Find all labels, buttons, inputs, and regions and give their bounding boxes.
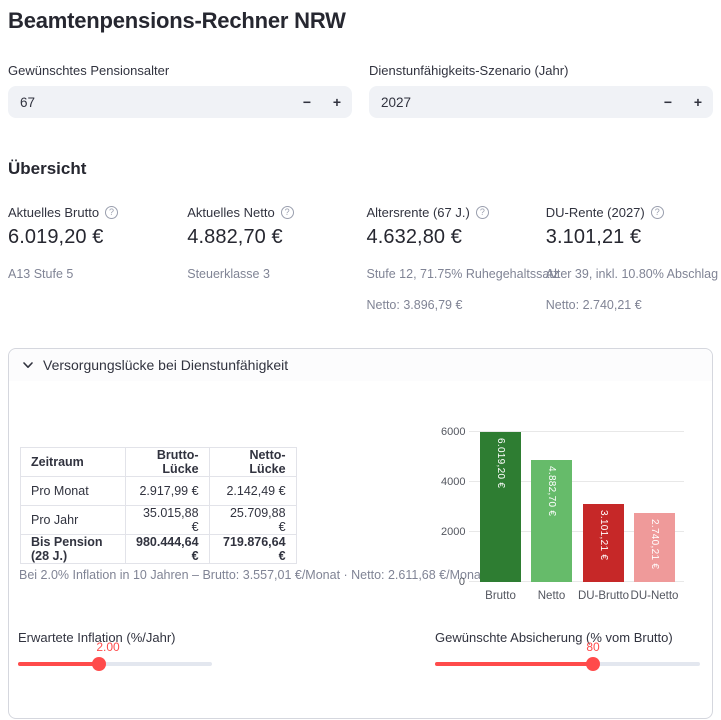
help-icon[interactable]: ?: [280, 206, 294, 219]
du-year-input[interactable]: [369, 86, 653, 118]
pension-age-field: Gewünschtes Pensionsalter − +: [8, 63, 352, 118]
gridline: [469, 431, 684, 432]
inflation-slider-label: Erwartete Inflation (%/Jahr): [18, 630, 176, 645]
coverage-slider-label: Gewünschte Absicherung (% vom Brutto): [435, 630, 673, 645]
metric-value: 3.101,21 €: [545, 226, 642, 248]
coverage-slider-thumb[interactable]: [586, 657, 600, 671]
metric-caption: Alter 39, inkl. 10.80% Abschlag: [545, 267, 719, 281]
coverage-slider: Gewünschte Absicherung (% vom Brutto) 80: [435, 630, 700, 671]
x-axis-tick: DU-Netto: [630, 590, 679, 602]
gridline: [469, 481, 684, 482]
metrics-row: Aktuelles Brutto ? 6.019,20 € A13 Stufe …: [8, 205, 719, 312]
overview-heading: Übersicht: [8, 159, 87, 178]
help-icon[interactable]: ?: [105, 206, 119, 219]
metric-label: Aktuelles Brutto: [8, 205, 100, 220]
inflation-slider-track[interactable]: [18, 657, 212, 671]
metric-aktuelles-netto: Aktuelles Netto ? 4.882,70 € Steuerklass…: [187, 205, 354, 312]
du-year-increment-button[interactable]: +: [693, 94, 703, 110]
plot-area: 6.019,20 € 4.882,70 € 3.101,21 € 2.740,21 €: [469, 431, 684, 582]
gap-table: Zeitraum Brutto-Lücke Netto-Lücke Pro Mo…: [20, 447, 297, 564]
gridline: [469, 531, 684, 532]
table-row: Pro Jahr 35.015,88 € 25.709,88 €: [20, 505, 297, 535]
y-axis-tick: 6000: [441, 426, 466, 438]
coverage-slider-value: 80: [586, 640, 600, 654]
gridline: [469, 581, 684, 582]
pension-age-input-group: − +: [8, 86, 352, 118]
y-axis-tick: 0: [458, 576, 465, 588]
metric-label: Aktuelles Netto: [187, 205, 275, 220]
expander-title: Versorgungslücke bei Dienstunfähigkeit: [43, 357, 289, 373]
y-axis-tick: 2000: [441, 526, 466, 538]
pension-age-increment-button[interactable]: +: [332, 94, 342, 110]
help-icon[interactable]: ?: [650, 206, 664, 219]
bar-value-label: 2.740,21 €: [649, 519, 660, 570]
pension-age-input[interactable]: [8, 86, 292, 118]
inflation-slider-value: 2.00: [96, 640, 120, 654]
x-axis-tick: Brutto: [485, 590, 516, 602]
table-row-total: Bis Pension (28 J.) 980.444,64 € 719.876…: [20, 534, 297, 564]
col-header-brutto: Brutto-Lücke: [125, 447, 210, 477]
metric-label: DU-Rente (2027): [545, 205, 645, 220]
chevron-down-icon: [23, 362, 33, 368]
versorgungsluecke-expander: Versorgungslücke bei Dienstunfähigkeit Z…: [8, 348, 713, 719]
du-year-field: Dienstunfähigkeits-Szenario (Jahr) − +: [369, 63, 713, 118]
inflation-slider: Erwartete Inflation (%/Jahr) 2.00: [18, 630, 212, 671]
expander-content: Zeitraum Brutto-Lücke Netto-Lücke Pro Mo…: [9, 381, 712, 718]
input-row: Gewünschtes Pensionsalter − + Dienstunfä…: [8, 63, 713, 118]
metric-caption: Stufe 12, 71.75% Ruhegehaltssatz: [366, 267, 560, 281]
metric-value: 4.882,70 €: [187, 226, 283, 248]
y-axis-tick: 4000: [441, 476, 466, 488]
table-row: Pro Monat 2.917,99 € 2.142,49 €: [20, 476, 297, 506]
bar-value-label: 4.882,70 €: [546, 466, 557, 517]
inflation-caption: Bei 2.0% Inflation in 10 Jahren – Brutto…: [19, 568, 485, 582]
coverage-slider-track[interactable]: [435, 657, 700, 671]
metric-caption: A13 Stufe 5: [8, 267, 74, 281]
metric-value: 6.019,20 €: [8, 226, 104, 248]
metric-aktuelles-brutto: Aktuelles Brutto ? 6.019,20 € A13 Stufe …: [8, 205, 175, 312]
metric-label: Altersrente (67 J.): [366, 205, 470, 220]
page-title: Beamtenpensions-Rechner NRW: [8, 8, 346, 33]
pension-age-decrement-button[interactable]: −: [302, 94, 312, 110]
du-year-label: Dienstunfähigkeits-Szenario (Jahr): [369, 63, 569, 78]
metric-caption-netto: Netto: 2.740,21 €: [545, 298, 642, 312]
expander-header[interactable]: Versorgungslücke bei Dienstunfähigkeit: [9, 349, 712, 381]
table-header-row: Zeitraum Brutto-Lücke Netto-Lücke: [20, 447, 297, 477]
bar-du-netto: 2.740,21 €: [634, 513, 675, 582]
metric-du-rente: DU-Rente (2027) ? 3.101,21 € Alter 39, i…: [545, 205, 719, 312]
metric-value: 4.632,80 €: [366, 226, 463, 248]
bar-du-brutto: 3.101,21 €: [583, 504, 624, 582]
metric-caption-netto: Netto: 3.896,79 €: [366, 298, 463, 312]
col-header-zeitraum: Zeitraum: [20, 447, 126, 477]
x-axis-tick: DU-Brutto: [577, 590, 630, 602]
gap-bar-chart: 6.019,20 € 4.882,70 € 3.101,21 € 2.740,21 €…: [441, 412, 697, 612]
col-header-netto: Netto-Lücke: [208, 447, 297, 477]
inflation-slider-thumb[interactable]: [92, 657, 106, 671]
du-year-decrement-button[interactable]: −: [663, 94, 673, 110]
bar-value-label: 3.101,21 €: [598, 510, 609, 561]
metric-altersrente: Altersrente (67 J.) ? 4.632,80 € Stufe 1…: [366, 205, 560, 312]
bar-value-label: 6.019,20 €: [495, 438, 506, 489]
bar-netto: 4.882,70 €: [531, 460, 572, 582]
x-axis-tick: Netto: [537, 590, 566, 602]
bar-brutto: 6.019,20 €: [480, 432, 521, 582]
du-year-input-group: − +: [369, 86, 713, 118]
help-icon[interactable]: ?: [475, 206, 489, 219]
metric-caption: Steuerklasse 3: [187, 267, 270, 281]
pension-age-label: Gewünschtes Pensionsalter: [8, 63, 170, 78]
